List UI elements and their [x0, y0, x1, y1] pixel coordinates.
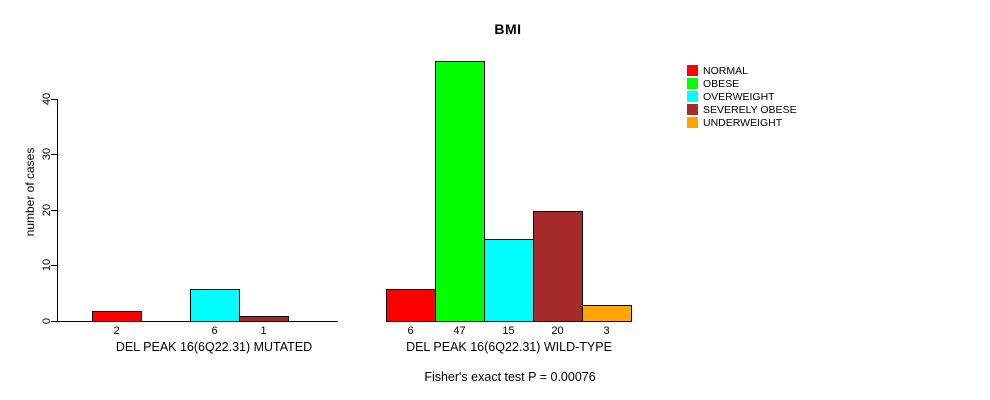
y-tick-mark — [51, 321, 57, 322]
legend-swatch-icon — [687, 65, 698, 76]
legend-swatch-icon — [687, 104, 698, 115]
y-tick-mark — [51, 99, 57, 100]
y-axis-line — [57, 99, 58, 322]
bar-obese — [435, 61, 485, 322]
legend-item: OBESE — [687, 77, 797, 90]
y-tick-label: 30 — [41, 147, 53, 161]
legend-item: SEVERELY OBESE — [687, 103, 797, 116]
bar-value-label: 1 — [260, 325, 267, 337]
bar-severely-obese — [239, 316, 289, 322]
legend-label: NORMAL — [703, 64, 748, 77]
bar-overweight — [190, 289, 240, 322]
bar-normal — [386, 289, 436, 322]
bar-value-label: 3 — [603, 325, 610, 337]
legend-label: OVERWEIGHT — [703, 90, 775, 103]
legend: NORMAL OBESE OVERWEIGHT SEVERELY OBESE UNDER… — [687, 64, 797, 129]
bar-value-label: 15 — [502, 325, 515, 337]
bar-value-label: 20 — [551, 325, 564, 337]
bar-underweight — [582, 305, 632, 322]
legend-item: NORMAL — [687, 64, 797, 77]
y-tick-mark — [51, 210, 57, 211]
y-tick-label: 0 — [41, 317, 53, 325]
fisher-test-annotation: Fisher's exact test P = 0.00076 — [424, 370, 596, 384]
legend-item: OVERWEIGHT — [687, 90, 797, 103]
chart-title: BMI — [494, 21, 522, 37]
legend-swatch-icon — [687, 91, 698, 102]
y-axis-label: number of cases — [23, 147, 37, 237]
y-tick-label: 10 — [41, 258, 53, 272]
bar-overweight — [484, 239, 534, 322]
y-tick-mark — [51, 265, 57, 266]
bar-value-label: 2 — [113, 325, 120, 337]
legend-label: UNDERWEIGHT — [703, 116, 783, 129]
legend-swatch-icon — [687, 78, 698, 89]
bar-value-label: 47 — [453, 325, 466, 337]
bar-value-label: 6 — [407, 325, 414, 337]
group-label-wildtype: DEL PEAK 16(6Q22.31) WILD-TYPE — [406, 340, 612, 354]
legend-label: SEVERELY OBESE — [703, 103, 797, 116]
legend-item: UNDERWEIGHT — [687, 116, 797, 129]
legend-swatch-icon — [687, 117, 698, 128]
group-label-mutated: DEL PEAK 16(6Q22.31) MUTATED — [115, 340, 313, 354]
y-tick-mark — [51, 154, 57, 155]
bar-severely-obese — [533, 211, 583, 322]
bar-normal — [92, 311, 142, 322]
y-tick-label: 20 — [41, 203, 53, 217]
y-tick-label: 40 — [41, 92, 53, 106]
legend-label: OBESE — [703, 77, 740, 90]
bar-value-label: 6 — [211, 325, 218, 337]
